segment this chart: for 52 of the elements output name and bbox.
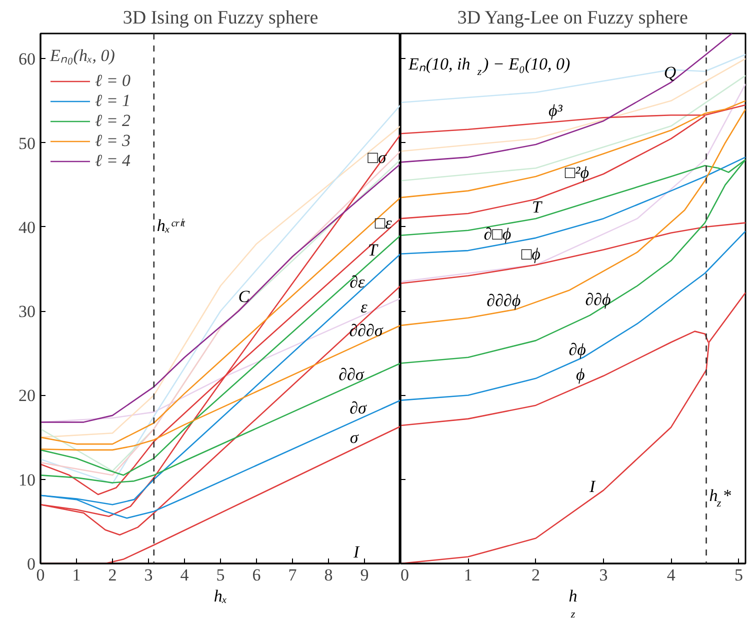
ref-line-label: hₓᶜʳⁱᵗ [156, 216, 186, 235]
x-tick-label: 6 [252, 566, 261, 584]
x-tick-label: 2 [108, 566, 117, 584]
y-tick-label: 40 [18, 218, 36, 237]
annotation: ∂ϕ [568, 340, 586, 359]
chart-title: 3D Yang-Lee on Fuzzy sphere [457, 8, 688, 28]
x-tick-label: 3 [599, 566, 608, 584]
x-tick-label: 1 [464, 566, 472, 584]
legend-label: ℓ = 4 [95, 151, 131, 171]
annotation: C [238, 286, 250, 306]
chart-title: 3D Ising on Fuzzy sphere [122, 8, 318, 28]
legend-title: Eₙ₀(hₓ, 0) [50, 45, 116, 66]
y-tick-label: 50 [18, 134, 36, 153]
y-tick-label: 60 [18, 50, 36, 69]
annotation: Q [664, 62, 676, 82]
x-tick-label: 5 [216, 566, 225, 584]
legend-label: ℓ = 3 [95, 131, 131, 151]
annotation: □²ϕ [564, 163, 590, 182]
x-tick-label: 5 [734, 566, 743, 584]
annotation: ∂σ [350, 398, 368, 418]
annotation: ∂∂∂ϕ [486, 290, 521, 310]
annotation: ∂∂ϕ [585, 290, 611, 310]
annotation: ∂∂σ [338, 364, 364, 384]
annotation: σ [350, 428, 359, 448]
y-tick-label: 20 [18, 386, 36, 406]
annotation: ε [360, 298, 368, 317]
x-tick-label: 4 [666, 566, 676, 584]
x-axis-title: hz [568, 586, 578, 620]
x-axis-title: hₓ [214, 586, 228, 606]
legend-label: ℓ = 0 [95, 71, 131, 91]
x-tick-label: 3 [144, 566, 153, 584]
x-tick-label: 8 [324, 566, 333, 584]
annotation: ϕ³ [548, 100, 564, 120]
y-tick-label: 10 [18, 470, 36, 490]
x-tick-label: 1 [72, 566, 81, 584]
annotation: □ε [374, 214, 392, 233]
annotation: □ϕ [521, 244, 541, 264]
legend-label: ℓ = 1 [95, 91, 131, 111]
annotation: T [368, 240, 379, 260]
annotation: ϕ [576, 364, 585, 384]
x-tick-label: 4 [180, 566, 190, 584]
y-tick-label: 30 [18, 302, 36, 322]
annotation: I [588, 476, 596, 496]
annotation: I [352, 542, 360, 562]
x-tick-label: 9 [360, 566, 369, 584]
annotation: ∂□ϕ [484, 224, 512, 244]
x-tick-label: 7 [288, 566, 298, 584]
x-tick-label: 2 [532, 566, 540, 584]
x-tick-label: 0 [400, 566, 409, 584]
annotation: T [532, 198, 543, 217]
legend-label: ℓ = 2 [95, 111, 131, 131]
annotation: ∂ε [350, 272, 366, 292]
